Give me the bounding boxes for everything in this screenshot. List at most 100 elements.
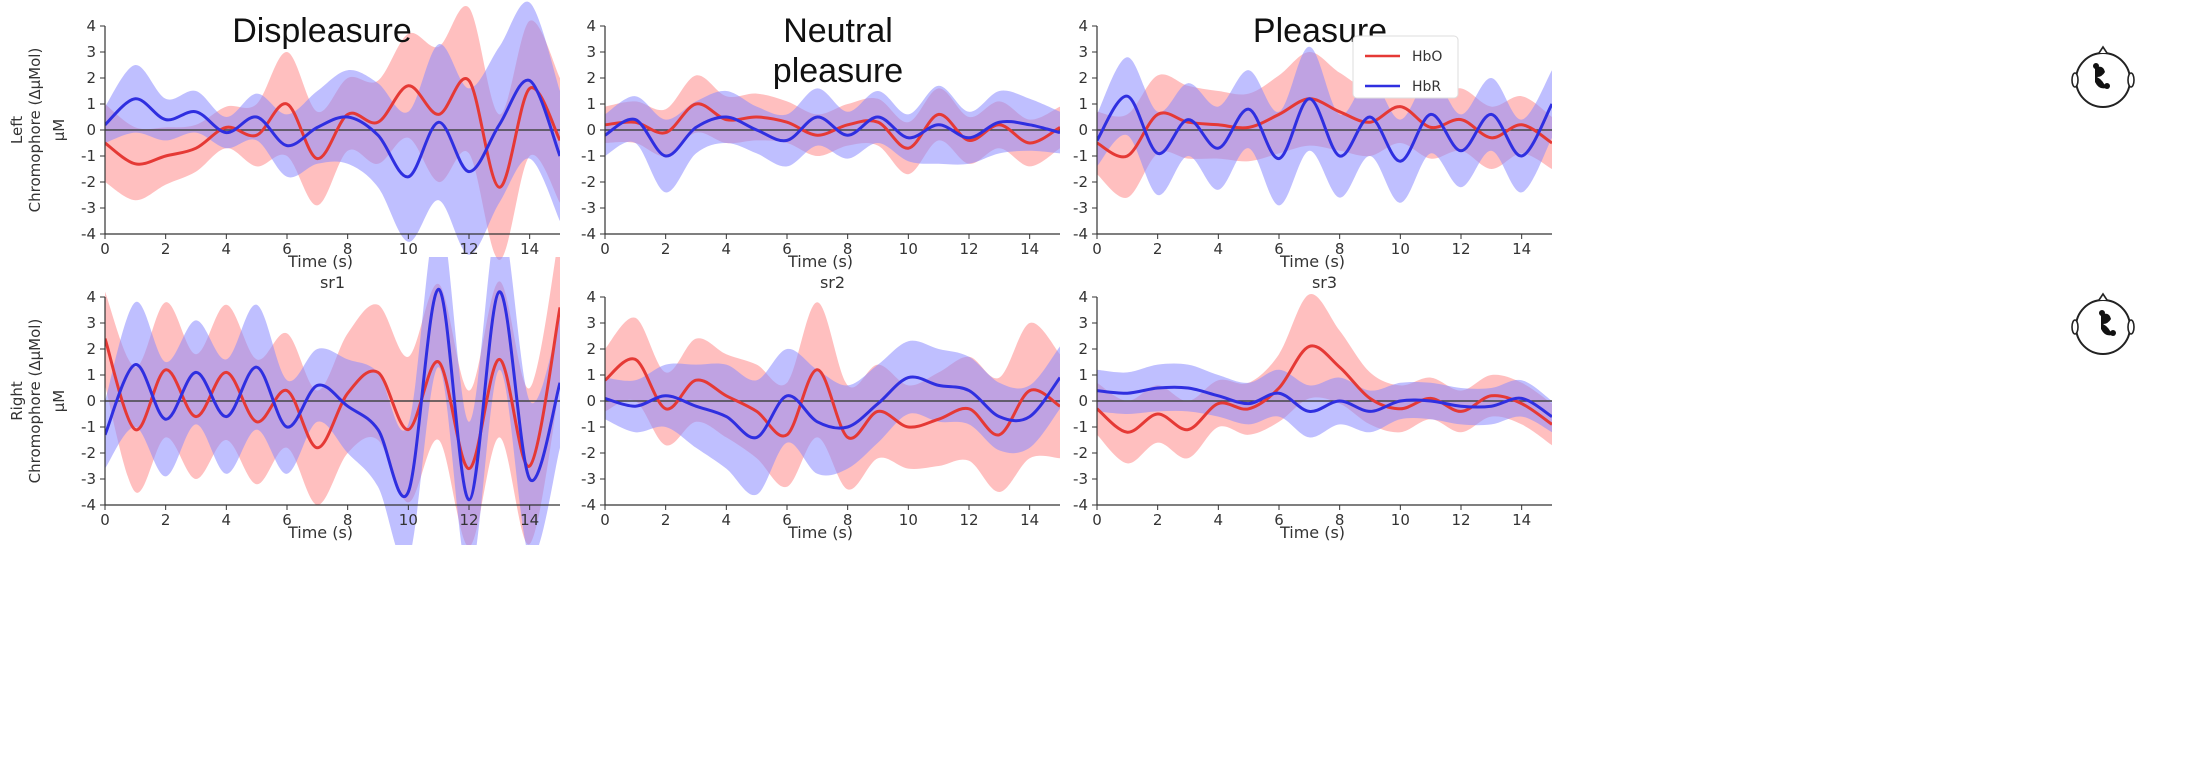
y-tick-label: 4	[1078, 288, 1088, 306]
y-tick-label: 2	[586, 69, 596, 87]
y-axis-unit-label: μM	[50, 119, 68, 142]
x-tick-label: 12	[1451, 511, 1470, 529]
y-tick-label: 1	[1078, 95, 1088, 113]
head-ear-right	[2128, 73, 2134, 87]
y-tick-label: -4	[1073, 496, 1088, 514]
y-tick-label: -1	[581, 418, 596, 436]
y-tick-label: -4	[81, 496, 96, 514]
sensor-dot	[2104, 83, 2110, 89]
y-tick-label: -2	[1073, 173, 1088, 191]
y-tick-label: -2	[81, 173, 96, 191]
x-tick-label: 0	[100, 240, 110, 258]
y-tick-label: 3	[1078, 314, 1088, 332]
x-tick-label: 2	[1153, 240, 1163, 258]
row-label-line: Right	[8, 381, 26, 421]
x-tick-label: 4	[1214, 240, 1224, 258]
x-tick-label: 10	[899, 511, 918, 529]
y-tick-label: 0	[1078, 392, 1088, 410]
y-tick-label: 2	[86, 340, 96, 358]
head-right-hemisphere-icon	[2072, 294, 2134, 354]
legend-label-hbr: HbR	[1412, 79, 1441, 95]
head-nose	[2099, 47, 2107, 53]
x-tick-label: 2	[661, 240, 671, 258]
x-tick-label: 12	[959, 240, 978, 258]
condition-title: Displeasure	[232, 12, 412, 50]
head-ear-left	[2072, 73, 2078, 87]
y-tick-label: -3	[581, 199, 596, 217]
y-tick-label: 4	[86, 17, 96, 35]
x-tick-label: 12	[459, 511, 478, 529]
x-tick-label: 12	[459, 240, 478, 258]
y-tick-label: 4	[1078, 17, 1088, 35]
row-label-line: Chromophore (ΔμMol)	[26, 48, 44, 213]
x-tick-label: 4	[222, 240, 232, 258]
x-tick-label: 10	[399, 511, 418, 529]
y-tick-label: 0	[586, 121, 596, 139]
y-tick-label: -2	[81, 444, 96, 462]
y-tick-label: 1	[586, 366, 596, 384]
y-tick-label: 3	[586, 314, 596, 332]
y-tick-label: -4	[581, 225, 596, 243]
head-left-hemisphere-icon	[2072, 47, 2134, 107]
y-tick-label: 1	[86, 366, 96, 384]
condition-title: Neutral	[783, 12, 893, 50]
y-tick-label: -3	[81, 199, 96, 217]
head-nose	[2099, 294, 2107, 300]
x-tick-label: 2	[661, 511, 671, 529]
panel-plot-area	[605, 75, 1060, 192]
x-tick-label: 2	[161, 240, 171, 258]
y-tick-label: 0	[586, 392, 596, 410]
x-axis-label: Time (s)	[287, 252, 353, 271]
x-tick-label: 14	[520, 240, 539, 258]
y-tick-label: -3	[581, 470, 596, 488]
y-tick-label: 2	[86, 69, 96, 87]
y-tick-label: -3	[1073, 199, 1088, 217]
y-tick-label: -1	[81, 418, 96, 436]
x-tick-label: 2	[1153, 511, 1163, 529]
y-axis-unit-label: μM	[50, 390, 68, 413]
x-tick-label: 4	[1214, 511, 1224, 529]
hbr-confidence-band	[605, 86, 1060, 193]
head-outline	[2076, 53, 2130, 107]
sensor-dot	[2110, 330, 2116, 336]
x-tick-label: 0	[1092, 511, 1102, 529]
y-tick-label: 4	[586, 17, 596, 35]
y-tick-label: 0	[86, 392, 96, 410]
y-tick-label: 2	[1078, 340, 1088, 358]
y-tick-label: 2	[586, 340, 596, 358]
x-axis-label: Time (s)	[1279, 523, 1345, 542]
panel-plot-area	[1097, 294, 1552, 463]
y-tick-label: -2	[1073, 444, 1088, 462]
x-tick-label: 12	[959, 511, 978, 529]
y-tick-label: -2	[581, 173, 596, 191]
x-tick-label: 10	[1391, 511, 1410, 529]
y-tick-label: -1	[1073, 418, 1088, 436]
y-tick-label: 1	[1078, 366, 1088, 384]
y-tick-label: -4	[81, 225, 96, 243]
y-tick-label: -2	[581, 444, 596, 462]
y-tick-label: -4	[1073, 225, 1088, 243]
y-tick-label: 2	[1078, 69, 1088, 87]
legend-box	[1353, 36, 1458, 98]
y-tick-label: 0	[1078, 121, 1088, 139]
x-tick-label: 0	[600, 511, 610, 529]
x-tick-label: 4	[722, 240, 732, 258]
subplot-title: sr1	[320, 273, 345, 292]
y-tick-label: 4	[86, 288, 96, 306]
x-tick-label: 14	[520, 511, 539, 529]
x-tick-label: 0	[600, 240, 610, 258]
panel-plot-area	[605, 302, 1060, 495]
subplot-title: sr3	[1312, 273, 1337, 292]
head-ear-right	[2128, 320, 2134, 334]
condition-title: pleasure	[773, 52, 903, 90]
y-tick-label: 4	[586, 288, 596, 306]
sensor-dot	[2099, 310, 2105, 316]
x-axis-label: Time (s)	[787, 523, 853, 542]
x-tick-label: 4	[722, 511, 732, 529]
head-ear-left	[2072, 320, 2078, 334]
x-tick-label: 2	[161, 511, 171, 529]
